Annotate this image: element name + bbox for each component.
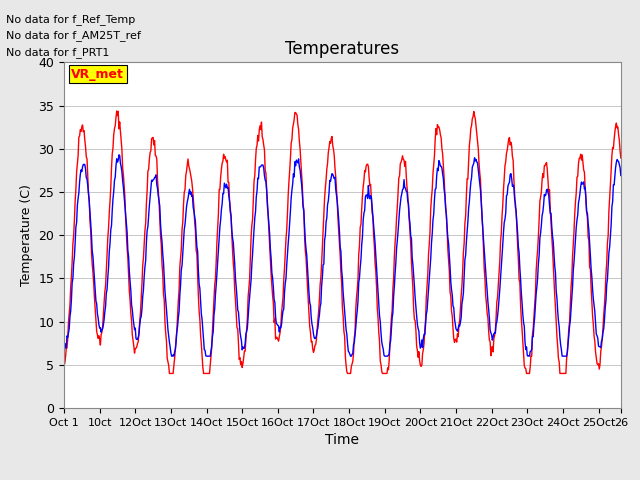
Panel T bbox=[390, 275, 397, 281]
Panel T bbox=[147, 148, 155, 154]
HMP45 T bbox=[168, 353, 175, 359]
Panel T bbox=[479, 225, 486, 230]
HMP45 T bbox=[615, 159, 623, 165]
Panel T bbox=[60, 360, 68, 366]
HMP45 T bbox=[479, 225, 486, 231]
HMP45 T bbox=[115, 152, 123, 158]
Y-axis label: Temperature (C): Temperature (C) bbox=[20, 184, 33, 286]
Text: No data for f_AM25T_ref: No data for f_AM25T_ref bbox=[6, 30, 141, 41]
HMP45 T bbox=[307, 314, 315, 320]
HMP45 T bbox=[147, 187, 155, 192]
X-axis label: Time: Time bbox=[325, 433, 360, 447]
Text: No data for f_Ref_Temp: No data for f_Ref_Temp bbox=[6, 13, 136, 24]
Text: No data for f_PRT1: No data for f_PRT1 bbox=[6, 47, 110, 58]
Panel T bbox=[617, 155, 625, 161]
HMP45 T bbox=[390, 293, 397, 299]
Panel T bbox=[166, 371, 173, 376]
Line: HMP45 T: HMP45 T bbox=[64, 155, 621, 356]
Panel T bbox=[615, 132, 623, 137]
Panel T bbox=[113, 108, 120, 114]
Title: Temperatures: Temperatures bbox=[285, 40, 399, 58]
Text: VR_met: VR_met bbox=[72, 68, 124, 81]
Panel T bbox=[458, 292, 465, 298]
Line: Panel T: Panel T bbox=[64, 111, 621, 373]
Panel T bbox=[307, 339, 315, 345]
HMP45 T bbox=[60, 345, 68, 351]
HMP45 T bbox=[617, 173, 625, 179]
HMP45 T bbox=[458, 314, 465, 320]
